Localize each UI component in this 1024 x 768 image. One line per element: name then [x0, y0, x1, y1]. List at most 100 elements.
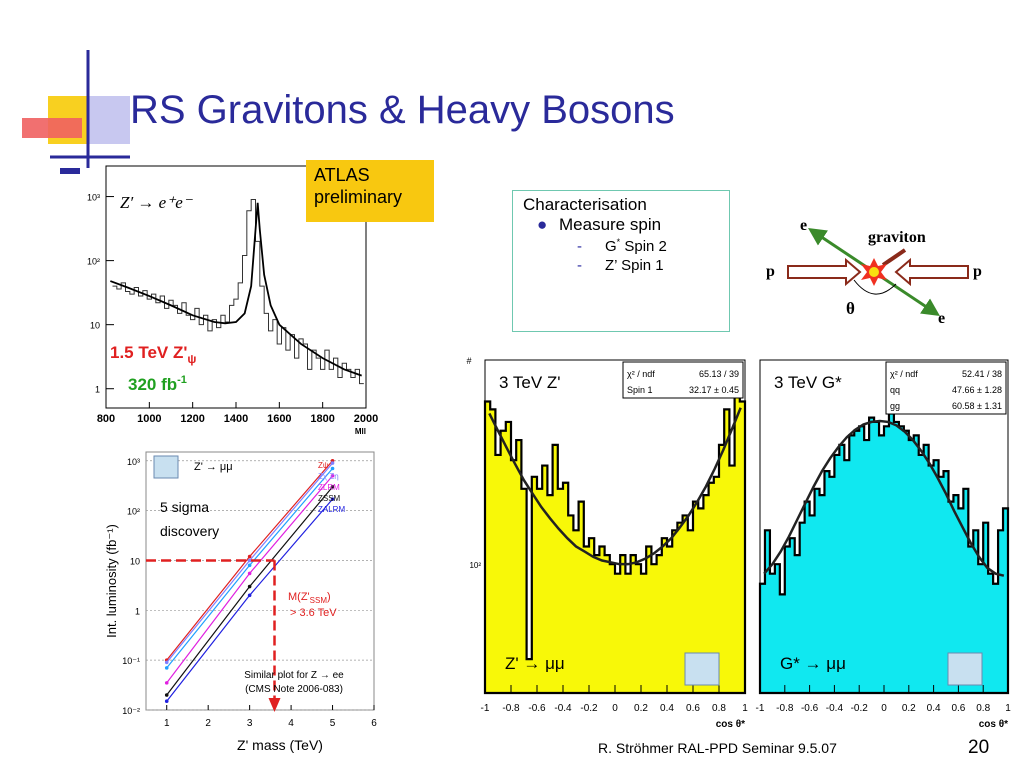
lumi-mass-annotation-part: ): [327, 591, 331, 603]
atlas-mass-subscript: ψ: [187, 352, 196, 366]
cms-graviton-angular-plot: -1 -0.8 -0.6 -0.4 -0.2 0 0.2 0.4 0.6 0.8 1 cos θ* n 3…: [746, 356, 1011, 730]
lumi-plot-frame: [145, 451, 375, 711]
sub1-label: G: [605, 238, 617, 255]
angle-label: θ: [846, 299, 855, 318]
electron-label-bottom: e: [938, 310, 945, 327]
atlas-x-tick-label: 800: [97, 413, 115, 425]
cms-zprime-angular-plot: -1 -0.8 -0.6 -0.4 -0.2 0 0.2 0.4 0.6 0.8 1 cos θ* #1…: [466, 356, 748, 730]
lumi-legend-entry: ZLRM: [318, 483, 340, 492]
characterisation-sub1: - G* Spin 2: [577, 237, 719, 255]
angle-arc-icon: [853, 279, 897, 295]
ang-stats-label: Spin 1: [627, 385, 653, 395]
lumi-series-point: [164, 681, 169, 685]
lumi-mass-annotation-part: M(Z': [288, 591, 310, 603]
interaction-point-icon: [869, 267, 879, 277]
slide-footer: R. Ströhmer RAL-PPD Seminar 9.5.07: [598, 740, 837, 756]
lumi-mass-annotation-part: SSM: [310, 596, 328, 605]
dash-icon: -: [577, 238, 582, 255]
ang-x-tick-label: 0: [612, 703, 618, 714]
ang-x-tick-label: -0.8: [776, 703, 794, 714]
ang-x-tick-label: -1: [756, 703, 765, 714]
lumi-x-axis-label: Z' mass (TeV): [237, 737, 323, 753]
characterisation-heading: Characterisation: [523, 195, 647, 214]
ang-x-tick-label: 0.2: [902, 703, 916, 714]
atlas-fit-curve: [110, 202, 362, 377]
atlas-y-tick-label: 10²: [87, 257, 100, 267]
ang-x-tick-label: -0.2: [851, 703, 869, 714]
lumi-series-point: [330, 473, 335, 478]
ang-stats-value: 47.66 ± 1.28: [952, 385, 1002, 395]
atlas-x-tick-label: 1600: [267, 413, 291, 425]
ang-fit-curve: [763, 419, 1005, 577]
atlas-preliminary-label: ATLAS preliminary: [306, 160, 434, 222]
atlas-y-tick-label: 10: [90, 321, 100, 331]
atlas-mass-label: 1.5 TeV Z'ψ: [110, 343, 196, 366]
ang-x-tick-label: 1: [742, 703, 748, 714]
ang-x-tick-label: 0.6: [686, 703, 700, 714]
lumi-sigma-label-1: 5 sigma: [160, 499, 209, 515]
lumi-series-point: [330, 485, 335, 489]
ang-x-tick-label: -0.6: [801, 703, 819, 714]
ang-process-label: G* → μμ: [780, 654, 846, 673]
ang-stats-label: qq: [890, 385, 900, 395]
ang-x-tick-label: 0.8: [976, 703, 990, 714]
atlas-lumi-label: 320 fb-1: [128, 374, 187, 394]
slide-accent-decoration: [22, 50, 130, 174]
lumi-legend-entry: Zψ: [318, 461, 329, 470]
ang-stats-value: 65.13 / 39: [699, 369, 739, 379]
ang-x-tick-label: -0.2: [580, 703, 598, 714]
accent-blue-block: [88, 96, 130, 144]
ang-y-tick-label: 10²: [469, 561, 481, 570]
atlas-lumi-text: 320 fb: [128, 375, 177, 394]
lumi-mass-annotation: M(Z'SSM): [288, 591, 331, 605]
lumi-y-tick-label: 10⁻¹: [122, 656, 140, 666]
ang-stats-value: 60.58 ± 1.31: [952, 401, 1002, 411]
graviton-decay-diagram: graviton p p e e θ: [766, 217, 982, 327]
atlas-x-tick-label: 1000: [137, 413, 161, 425]
dash-icon: -: [577, 257, 582, 274]
atlas-y-tick-label: 10³: [87, 193, 100, 203]
lumi-cut-arrow-icon: [268, 698, 281, 712]
ang-x-tick-label: -1: [481, 703, 490, 714]
lumi-y-tick-label: 10²: [127, 507, 140, 517]
lumi-series-point: [247, 558, 252, 563]
lumi-y-tick-label: 10⁻²: [122, 706, 140, 716]
electron-label-top: e: [800, 217, 807, 234]
lumi-sigma-label-2: discovery: [160, 523, 219, 539]
atlas-histogram: [112, 198, 364, 385]
lumi-legend-entry: ZSSM: [318, 494, 341, 503]
lumi-series-point: [164, 660, 169, 665]
ang-x-tick-label: 0: [881, 703, 887, 714]
lumi-series-point: [247, 571, 252, 576]
lumi-series-point: [330, 461, 335, 465]
atlas-x-tick-label: 1800: [310, 413, 334, 425]
lumi-x-tick-label: 6: [371, 718, 377, 729]
atlas-y-tick-label: 1: [95, 385, 100, 395]
ang-stats-value: 52.41 / 38: [962, 369, 1002, 379]
graviton-arrow-icon: [881, 248, 907, 267]
ang-x-tick-label: -0.6: [528, 703, 546, 714]
lumi-series-point: [164, 666, 169, 670]
lumi-series-point: [247, 593, 252, 598]
lumi-process-label: Z' → μμ: [194, 461, 233, 473]
page-number: 20: [968, 737, 990, 758]
sub1-rest: Spin 2: [620, 238, 667, 255]
lumi-x-tick-label: 4: [288, 718, 294, 729]
lumi-y-tick-label: 10³: [127, 457, 140, 467]
bullet-text: Measure spin: [559, 215, 662, 234]
ang-stats-box: [622, 361, 744, 399]
lumi-x-tick-label: 5: [330, 718, 336, 729]
lumi-series-point: [330, 466, 335, 471]
accent-small-bar: [60, 168, 80, 174]
sub2-text: Z’ Spin 1: [605, 257, 664, 274]
ang-process-label: Z' → μμ: [505, 654, 565, 673]
lumi-legend-entry: Zχ Zη: [318, 472, 339, 481]
ang-stats-label: χ² / ndf: [890, 369, 918, 379]
cms-logo-icon: [947, 652, 983, 686]
ang-title: 3 TeV Z': [499, 373, 561, 392]
ang-x-axis-label: cos θ*: [979, 719, 1008, 730]
lumi-y-tick-label: 10: [130, 556, 140, 566]
ang-stats-value: 32.17 ± 0.45: [689, 385, 739, 395]
cms-logo-icon: [153, 455, 179, 479]
characterisation-sub2: - Z’ Spin 1: [577, 257, 719, 274]
